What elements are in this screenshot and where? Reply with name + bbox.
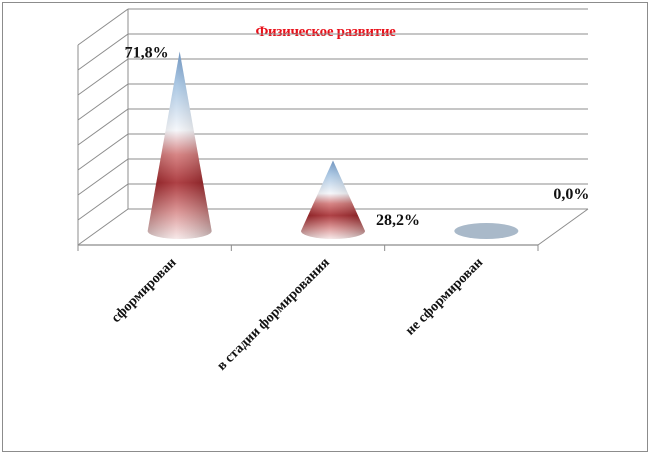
cone-shade bbox=[301, 160, 365, 239]
x-axis bbox=[77, 244, 539, 251]
cone-1 bbox=[147, 51, 212, 239]
chart-grid bbox=[77, 8, 589, 246]
chart-title: Физическое развитие bbox=[255, 24, 396, 40]
floor-edge bbox=[537, 208, 589, 246]
gridline-side bbox=[77, 33, 129, 71]
gridline-side bbox=[77, 158, 129, 196]
x-tick-label: сформирован bbox=[109, 255, 180, 326]
cone-shade bbox=[147, 51, 212, 239]
gridline-side bbox=[77, 133, 129, 171]
x-tick-label: не сформирован bbox=[403, 255, 486, 338]
gridline-side bbox=[77, 183, 129, 221]
data-label: 0,0% bbox=[553, 186, 589, 203]
gridline-side bbox=[77, 108, 129, 146]
cone-3-base bbox=[454, 223, 519, 239]
cone-2 bbox=[301, 160, 365, 239]
gridline-side bbox=[77, 8, 129, 46]
data-label: 71,8% bbox=[125, 45, 169, 62]
data-label: 28,2% bbox=[376, 212, 420, 229]
x-tick-label: в стадии формирования bbox=[214, 255, 333, 374]
gridline-side bbox=[77, 58, 129, 96]
chart-marks bbox=[147, 51, 519, 239]
gridline-side bbox=[77, 83, 129, 121]
gridline-side bbox=[77, 208, 129, 246]
